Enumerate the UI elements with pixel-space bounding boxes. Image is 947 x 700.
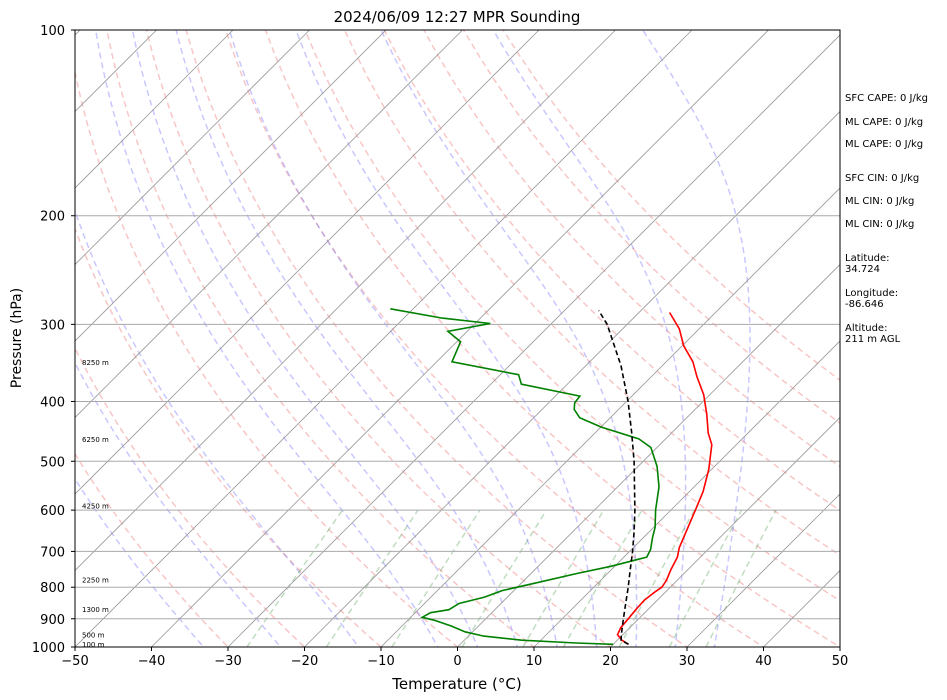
isotherm-line bbox=[686, 493, 840, 647]
moist-adiabat-line bbox=[492, 30, 687, 647]
y-axis-label: Pressure (hPa) bbox=[9, 288, 25, 388]
height-label: 100 m bbox=[82, 641, 105, 649]
y-tick-label: 1000 bbox=[32, 641, 65, 656]
isotherm-line bbox=[609, 416, 840, 647]
dry-adiabat-line bbox=[224, 30, 765, 647]
isotherm-line bbox=[75, 30, 158, 113]
x-tick-label: 40 bbox=[755, 654, 772, 669]
dry-adiabat-line bbox=[343, 30, 840, 557]
dry-adiabat-line bbox=[75, 346, 306, 647]
isotherm-line bbox=[75, 30, 540, 495]
background-lines bbox=[75, 30, 840, 647]
y-tick-label: 100 bbox=[40, 24, 65, 39]
isotherm-line bbox=[380, 187, 840, 647]
isotherm-line bbox=[75, 30, 311, 266]
height-label: 1300 m bbox=[82, 606, 109, 614]
y-tick-label: 700 bbox=[40, 545, 65, 560]
mixing-ratio-line bbox=[522, 509, 605, 647]
dewpoint-profile bbox=[390, 308, 660, 646]
dry-adiabat-line bbox=[75, 452, 230, 647]
isotherm-line bbox=[75, 30, 693, 647]
y-tick-label: 600 bbox=[40, 504, 65, 519]
dry-adiabat-line bbox=[145, 30, 612, 647]
y-tick-label: 300 bbox=[40, 318, 65, 333]
moist-adiabat-line bbox=[295, 30, 598, 647]
dry-adiabat-line bbox=[185, 30, 689, 647]
x-axis: −50 −40 −30 −20 −10 0 10 20 30 40 50 bbox=[61, 647, 848, 669]
moist-adiabat-line bbox=[175, 30, 519, 647]
moist-adiabat-line bbox=[75, 361, 282, 647]
dry-adiabat-line bbox=[106, 30, 536, 647]
dry-adiabat-line bbox=[383, 30, 840, 512]
x-tick-label: −50 bbox=[61, 654, 88, 669]
altitude-label: Altitude: 211 m AGL bbox=[845, 323, 901, 345]
x-tick-label: 30 bbox=[679, 654, 696, 669]
mixing-ratio-line bbox=[668, 509, 743, 647]
sfc-cape-label: SFC CAPE: 0 J/kg bbox=[845, 93, 928, 104]
dry-adiabat-line bbox=[75, 226, 383, 647]
ml-cape-label: ML CAPE: 0 J/kg bbox=[845, 139, 924, 150]
sfc-cin-label: SFC CIN: 0 J/kg bbox=[845, 173, 920, 184]
ml-cin-label: ML CIN: 0 J/kg bbox=[845, 219, 915, 230]
isotherm-line bbox=[150, 30, 770, 647]
y-tick-label: 500 bbox=[40, 455, 65, 470]
chart-title: 2024/06/09 12:27 MPR Sounding bbox=[334, 8, 581, 26]
height-label: 500 m bbox=[82, 632, 105, 640]
x-tick-label: −40 bbox=[138, 654, 165, 669]
longitude-label: Longitude: -86.646 bbox=[845, 288, 899, 310]
moist-adiabat-line bbox=[641, 30, 751, 647]
grid-lines bbox=[75, 30, 840, 647]
y-tick-label: 800 bbox=[40, 581, 65, 596]
height-label: 6250 m bbox=[82, 436, 109, 444]
dry-adiabat-line bbox=[304, 30, 840, 602]
x-axis-label: Temperature (°C) bbox=[391, 675, 521, 693]
isotherm-line bbox=[456, 263, 840, 647]
latitude-label: Latitude: 34.724 bbox=[845, 253, 890, 275]
isotherm-line bbox=[303, 110, 840, 647]
moist-adiabat-line bbox=[94, 30, 439, 647]
x-tick-label: 10 bbox=[526, 654, 543, 669]
dry-adiabat-line bbox=[75, 68, 459, 647]
ml-cape-label: ML CAPE: 0 J/kg bbox=[845, 117, 924, 128]
height-label: 8250 m bbox=[82, 359, 109, 367]
parcel-profile bbox=[598, 310, 636, 645]
x-tick-label: 0 bbox=[453, 654, 461, 669]
ml-cin-label: ML CIN: 0 J/kg bbox=[845, 196, 915, 207]
mixing-ratio-line bbox=[705, 509, 777, 647]
isotherm-line bbox=[533, 340, 840, 647]
isotherm-line bbox=[75, 30, 464, 419]
mixing-ratio-line bbox=[562, 509, 643, 647]
y-tick-label: 400 bbox=[40, 395, 65, 410]
height-label: 2250 m bbox=[82, 577, 109, 585]
moist-adiabat-line bbox=[228, 30, 558, 647]
dry-adiabat-line bbox=[264, 30, 840, 647]
height-label: 4250 m bbox=[82, 503, 109, 511]
x-tick-label: −20 bbox=[291, 654, 318, 669]
y-tick-label: 200 bbox=[40, 210, 65, 225]
temperature-profile bbox=[616, 312, 713, 645]
x-tick-label: 20 bbox=[602, 654, 619, 669]
dry-adiabat-line bbox=[423, 30, 840, 468]
sounding-profiles bbox=[390, 308, 713, 646]
y-axis: 100 200 300 400 500 600 700 800 900 1000 bbox=[32, 24, 75, 656]
x-tick-label: 50 bbox=[832, 654, 849, 669]
moist-adiabat-line bbox=[380, 30, 638, 647]
isotherm-line bbox=[75, 30, 234, 189]
moist-adiabat-line bbox=[75, 208, 360, 647]
x-tick-label: −10 bbox=[367, 654, 394, 669]
y-tick-label: 900 bbox=[40, 613, 65, 628]
moist-adiabat-line bbox=[75, 477, 205, 647]
isotherm-line bbox=[75, 30, 617, 572]
isotherm-line bbox=[75, 30, 387, 342]
moist-adiabat-line bbox=[131, 30, 479, 647]
isotherm-line bbox=[227, 34, 840, 647]
mixing-ratio-line bbox=[246, 509, 344, 647]
x-tick-label: −30 bbox=[214, 654, 241, 669]
